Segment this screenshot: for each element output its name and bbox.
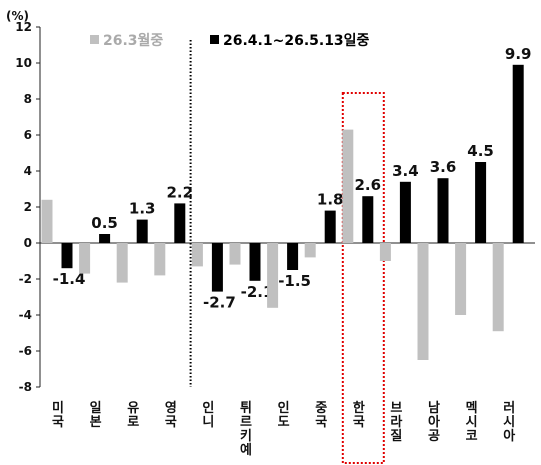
category-label: 일 bbox=[90, 401, 102, 416]
bar-april-may bbox=[174, 203, 186, 243]
bar-april-may bbox=[362, 196, 374, 243]
category-label: 니 bbox=[202, 415, 214, 430]
bar-march bbox=[455, 243, 467, 315]
bar-march bbox=[79, 243, 91, 274]
bar-april-may bbox=[324, 210, 336, 243]
category-label: 국 bbox=[52, 415, 64, 430]
category-label: 브 bbox=[390, 401, 402, 416]
legend-swatch-april-may bbox=[210, 35, 219, 44]
y-tick-label: 4 bbox=[24, 164, 32, 178]
category-label: 국 bbox=[315, 415, 327, 430]
category-label: 아 bbox=[428, 414, 440, 430]
data-label: -1.5 bbox=[278, 272, 311, 290]
category-label: 키 bbox=[240, 429, 252, 444]
data-label: -2.7 bbox=[203, 294, 236, 312]
category-label: 멕 bbox=[466, 400, 478, 416]
bar-april-may bbox=[61, 243, 73, 269]
category-label: 러 bbox=[503, 400, 515, 416]
category-label: 르 bbox=[240, 415, 252, 430]
category-label: 유 bbox=[127, 401, 139, 416]
category-label: 코 bbox=[466, 429, 478, 444]
y-tick-label: -2 bbox=[19, 272, 32, 286]
category-label: 인 bbox=[202, 400, 214, 416]
category-label: 본 bbox=[90, 415, 102, 430]
category-label: 시 bbox=[466, 415, 478, 430]
y-tick-label: 12 bbox=[15, 20, 32, 34]
category-label: 국 bbox=[165, 415, 177, 430]
bar-april-may bbox=[211, 243, 223, 292]
data-label: 4.5 bbox=[467, 142, 494, 160]
y-tick-label: -4 bbox=[19, 308, 32, 322]
category-label: 도 bbox=[278, 415, 290, 430]
category-label: 중 bbox=[315, 401, 327, 416]
bar-march bbox=[191, 243, 203, 267]
data-label: 2.6 bbox=[355, 176, 382, 194]
y-tick-label: -6 bbox=[19, 344, 32, 358]
bar-march bbox=[116, 243, 128, 283]
category-label: 튀 bbox=[240, 400, 252, 416]
bar-april-may bbox=[475, 162, 487, 243]
category-label: 로 bbox=[127, 415, 139, 430]
y-tick-label: 2 bbox=[24, 200, 32, 214]
category-label: 아 bbox=[503, 428, 515, 444]
bar-april-may bbox=[287, 243, 299, 270]
bar-april-may bbox=[99, 234, 111, 243]
highlight-box bbox=[341, 92, 385, 464]
data-label: -1.4 bbox=[53, 270, 86, 288]
category-label: 미 bbox=[52, 400, 64, 416]
category-label: 영 bbox=[165, 401, 177, 416]
legend-label-march: 26.3월중 bbox=[103, 32, 163, 49]
bar-march bbox=[342, 129, 354, 243]
data-label: 3.6 bbox=[430, 158, 457, 176]
category-label: 한 bbox=[353, 400, 365, 416]
bar-march bbox=[417, 243, 429, 360]
category-label: 라 bbox=[390, 414, 402, 430]
data-label: 1.8 bbox=[317, 191, 344, 209]
category-label: 인 bbox=[278, 400, 290, 416]
category-label: 시 bbox=[503, 415, 515, 430]
bar-april-may bbox=[399, 181, 411, 243]
bar-april-may bbox=[249, 243, 261, 281]
bar-march bbox=[304, 243, 316, 258]
data-label: 0.5 bbox=[91, 214, 118, 232]
bar-march bbox=[267, 243, 279, 308]
bar-march bbox=[492, 243, 504, 332]
y-tick-label: 0 bbox=[24, 236, 32, 250]
category-label: 예 bbox=[240, 442, 252, 458]
bar-march bbox=[154, 243, 166, 276]
bar-march bbox=[229, 243, 241, 265]
category-label: 질 bbox=[390, 429, 402, 444]
category-label: 국 bbox=[353, 415, 365, 430]
legend-swatch-march bbox=[90, 35, 99, 44]
plot-area: -8-6-4-2024681012-1.4미국0.5일본1.3유로2.2영국-2… bbox=[15, 20, 535, 464]
data-label: 1.3 bbox=[129, 200, 156, 218]
bar-march bbox=[41, 199, 53, 243]
category-label: 공 bbox=[428, 429, 440, 444]
bar-march bbox=[379, 243, 391, 261]
y-tick-label: 6 bbox=[24, 128, 32, 142]
legend-label-april-may: 26.4.1~26.5.13일중 bbox=[223, 33, 370, 49]
bar-april-may bbox=[437, 178, 449, 243]
bar-april-may bbox=[136, 219, 148, 243]
y-tick-label: -8 bbox=[19, 380, 32, 394]
data-label: -2.1 bbox=[241, 283, 274, 301]
y-tick-label: 10 bbox=[15, 56, 32, 70]
y-tick-label: 8 bbox=[24, 92, 32, 106]
y-axis-unit-label: (%) bbox=[6, 9, 29, 23]
data-label: 9.9 bbox=[505, 45, 532, 63]
category-label: 남 bbox=[428, 400, 440, 416]
data-label: 2.2 bbox=[167, 183, 194, 201]
bar-april-may bbox=[512, 64, 524, 243]
legend: 26.3월중 26.4.1~26.5.13일중 bbox=[90, 32, 370, 49]
data-label: 3.4 bbox=[392, 162, 419, 180]
